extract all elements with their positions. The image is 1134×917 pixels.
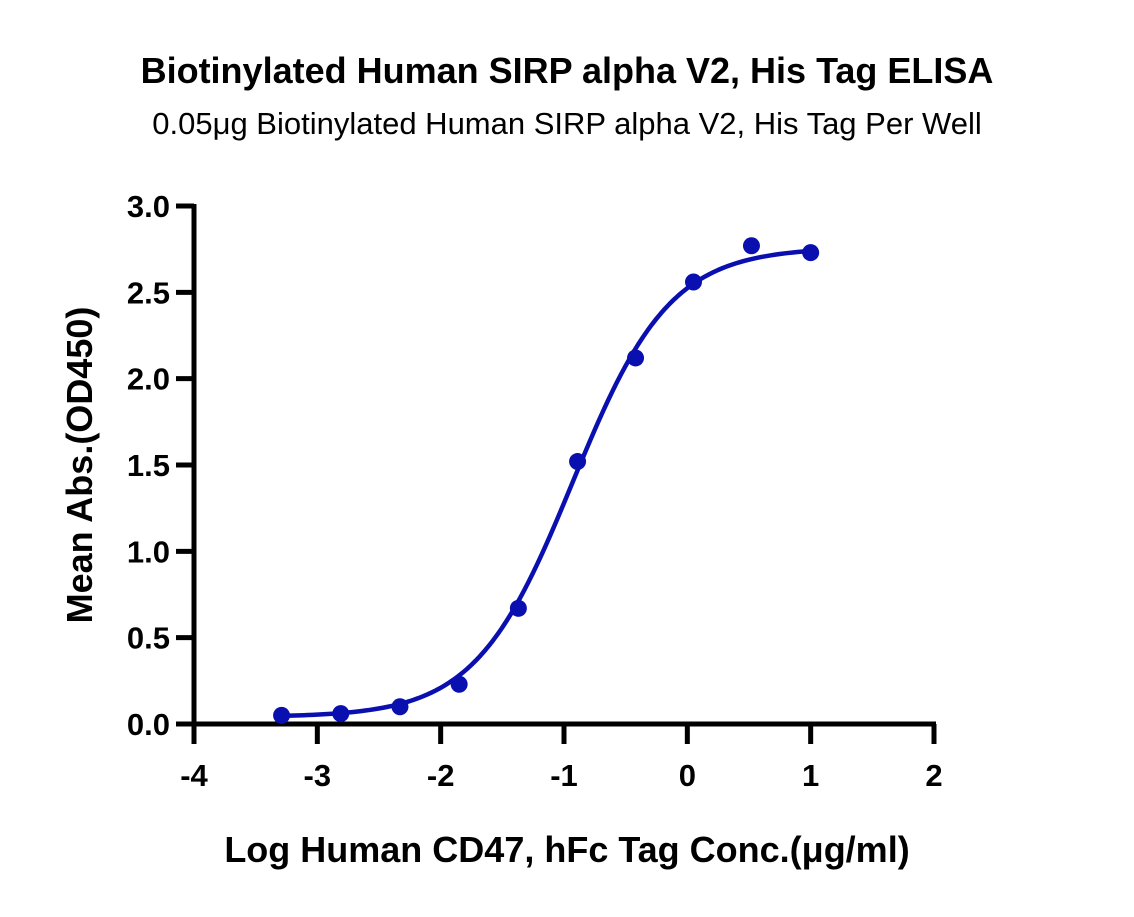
x-tick-label: 2 [925,758,942,793]
chart-subtitle: 0.05μg Biotinylated Human SIRP alpha V2,… [152,106,981,141]
y-tick-label: 0.0 [127,707,170,742]
y-tick-label: 3.0 [127,189,170,224]
y-tick-label: 2.5 [127,275,170,310]
data-point [742,237,760,255]
fit-curve [279,248,813,719]
x-axis-label: Log Human CD47, hFc Tag Conc.(μg/ml) [224,829,909,870]
data-point [627,349,645,367]
x-tick-label: 0 [679,758,696,793]
data-points [273,237,820,724]
chart-title: Biotinylated Human SIRP alpha V2, His Ta… [141,50,994,91]
x-tick-label: -3 [304,758,332,793]
x-tick-label: 1 [802,758,819,793]
x-axis: -4 -3 -2 -1 0 1 2 [180,721,943,793]
x-tick-label: -4 [180,758,208,793]
y-axis: 0.0 0.5 1.0 1.5 2.0 2.5 3.0 [127,189,197,742]
data-point [391,698,409,716]
data-point [332,705,350,723]
x-tick-label: -2 [427,758,455,793]
data-point [685,273,702,291]
data-point [450,675,468,693]
y-tick-label: 1.0 [127,534,170,569]
plot-area [273,237,820,724]
data-point [509,599,527,617]
y-tick-label: 2.0 [127,362,170,397]
y-tick-label: 1.5 [127,448,170,483]
y-tick-label: 0.5 [127,621,170,656]
data-point [569,453,587,471]
y-axis-label: Mean Abs.(OD450) [59,307,100,624]
data-point [802,244,820,262]
data-point [273,706,291,724]
x-tick-label: -1 [550,758,578,793]
